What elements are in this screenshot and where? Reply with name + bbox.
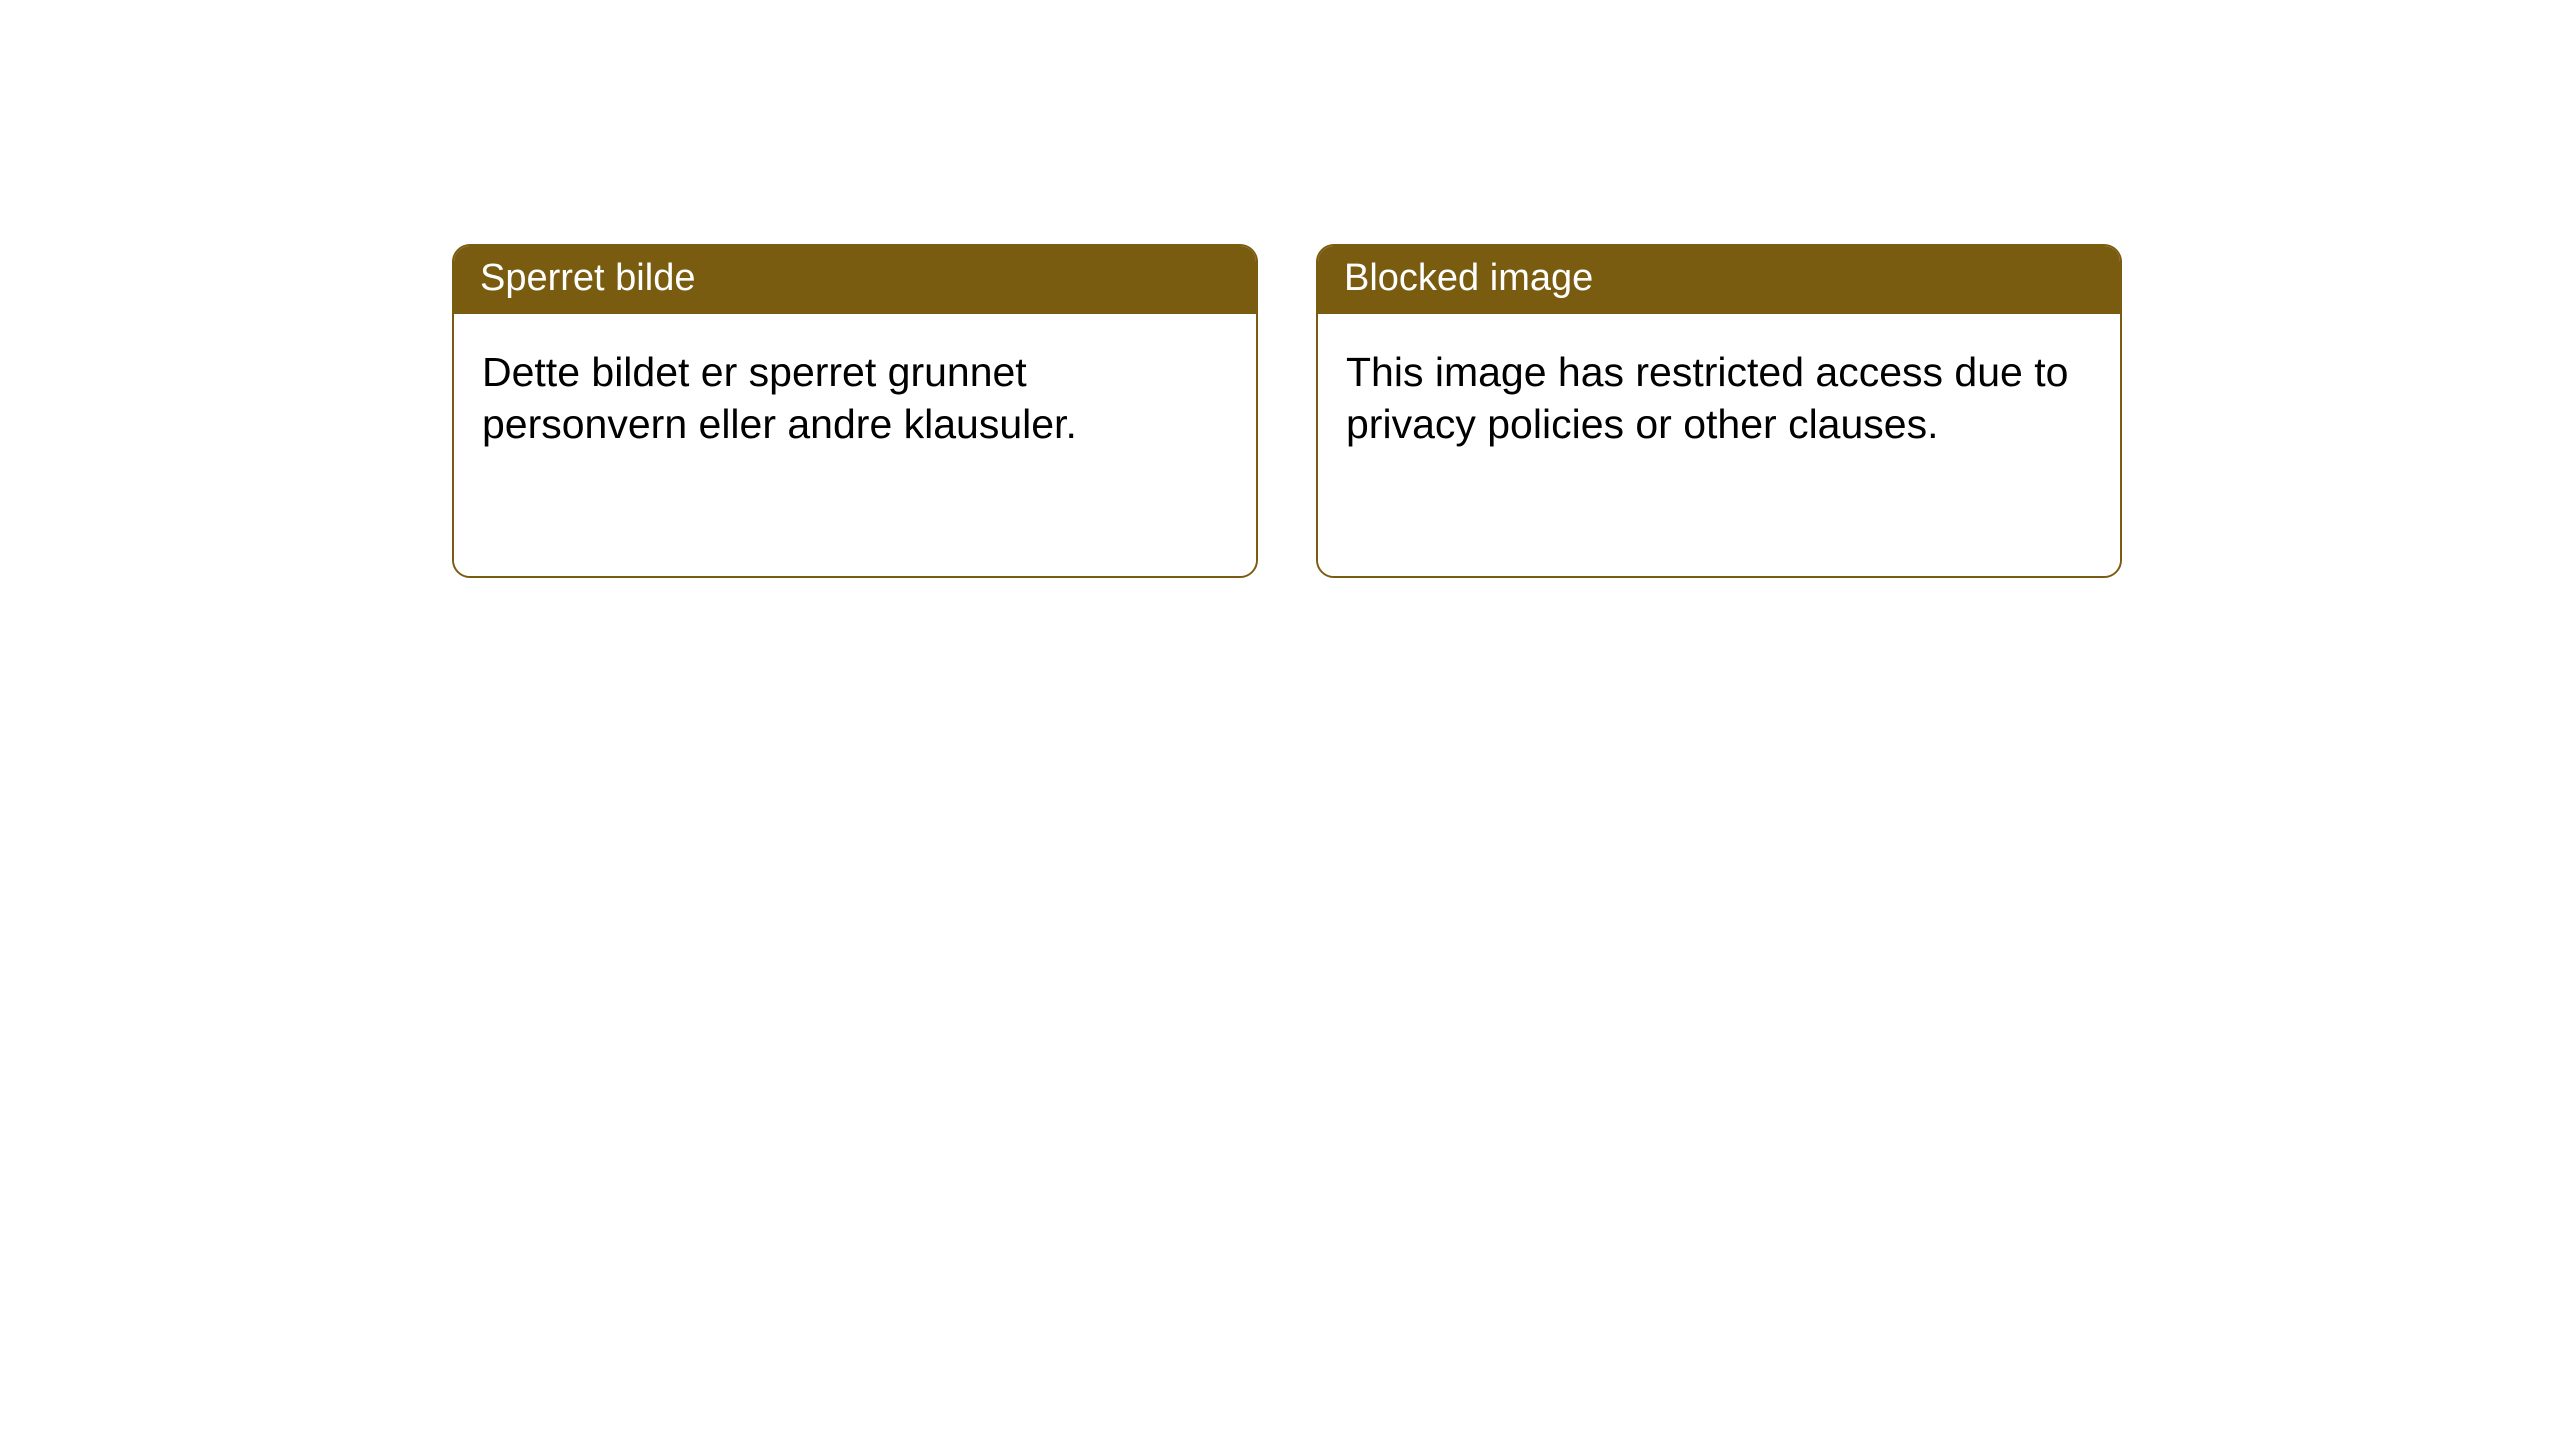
blocked-image-card-norwegian: Sperret bilde Dette bildet er sperret gr… [452,244,1258,578]
blocked-image-card-english: Blocked image This image has restricted … [1316,244,2122,578]
card-title-english: Blocked image [1318,246,2120,314]
notice-cards-container: Sperret bilde Dette bildet er sperret gr… [0,0,2560,578]
card-body-english: This image has restricted access due to … [1318,314,2120,576]
card-body-norwegian: Dette bildet er sperret grunnet personve… [454,314,1256,576]
card-title-norwegian: Sperret bilde [454,246,1256,314]
